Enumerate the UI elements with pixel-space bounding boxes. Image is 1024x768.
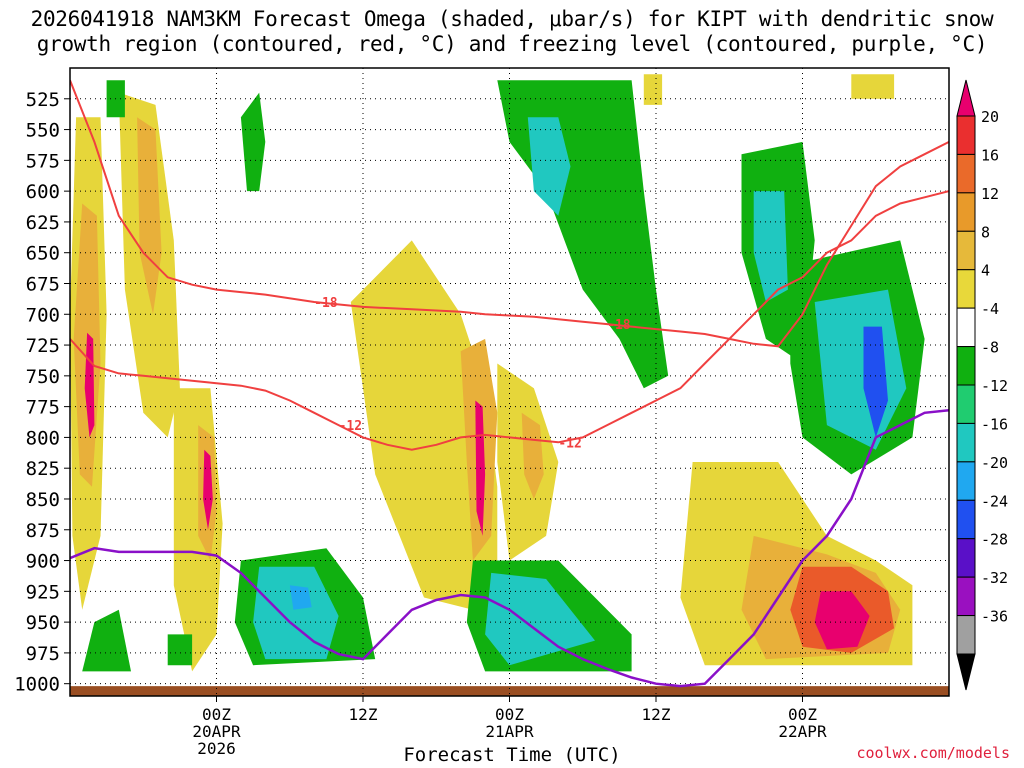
- colorbar-swatch: [956, 461, 976, 501]
- colorbar-label: 12: [981, 185, 999, 203]
- y-tick-label: 850: [26, 489, 60, 511]
- site-credit[interactable]: coolwx.com/models: [856, 744, 1010, 762]
- y-tick-label: 675: [26, 273, 60, 295]
- y-tick-label: 825: [26, 458, 60, 480]
- colorbar-label: -12: [981, 377, 1008, 395]
- colorbar-swatch: [956, 307, 976, 348]
- colorbar-label: 4: [981, 262, 990, 280]
- colorbar-swatch: [956, 153, 976, 194]
- omega-positive-region: [814, 591, 870, 650]
- omega-negative-region: [253, 566, 339, 660]
- dgz-contour-label: -18: [314, 296, 338, 311]
- dgz-contour-label: -18: [607, 318, 631, 333]
- dgz-contour-line: [70, 79, 949, 348]
- colorbar-label: -32: [981, 569, 1008, 587]
- omega-negative-region: [863, 326, 888, 438]
- x-tick-label: 12Z: [642, 705, 671, 724]
- colorbar-swatch: [956, 384, 976, 424]
- y-tick-label: 925: [26, 581, 60, 603]
- omega-positive-region: [643, 74, 663, 105]
- chart-title-line1: 2026041918 NAM3KM Forecast Omega (shaded…: [30, 7, 994, 31]
- y-tick-label: 600: [26, 181, 60, 203]
- x-tick-date: 21APR: [485, 722, 534, 741]
- y-tick-label: 775: [26, 397, 60, 419]
- x-tick-label: 00Z: [495, 705, 524, 724]
- chart-title-line2: growth region (contoured, red, °C) and f…: [36, 32, 988, 56]
- y-tick-label: 525: [26, 89, 60, 111]
- x-tick-date: 22APR: [778, 722, 827, 741]
- y-tick-label: 650: [26, 243, 60, 265]
- dgz-contour-line: [70, 190, 949, 451]
- y-tick-label: 575: [26, 150, 60, 172]
- colorbar-swatch: [956, 115, 976, 155]
- colorbar-label: 16: [981, 146, 999, 164]
- dgz-contour-label: -12: [339, 419, 362, 434]
- colorbar-label: 8: [981, 223, 990, 241]
- y-tick-label: 550: [26, 120, 60, 142]
- x-tick-label: 00Z: [202, 705, 231, 724]
- x-axis-label: Forecast Time (UTC): [403, 744, 621, 766]
- colorbar-label: 20: [981, 108, 999, 126]
- colorbar-label: -20: [981, 454, 1008, 472]
- colorbar-label: -16: [981, 415, 1008, 433]
- colorbar-swatch: [956, 346, 976, 386]
- y-tick-label: 750: [26, 366, 60, 388]
- colorbar-swatch: [956, 192, 976, 232]
- colorbar-swatch: [956, 230, 976, 271]
- ground-surface: [70, 686, 949, 696]
- colorbar-label: -24: [981, 492, 1008, 510]
- colorbar-label: -8: [981, 339, 999, 357]
- colorbar-label: -4: [981, 300, 999, 318]
- colorbar-swatch: [956, 269, 976, 309]
- dgz-contour-label: -12: [558, 436, 581, 451]
- x-tick-label: 12Z: [349, 705, 378, 724]
- colorbar-min-arrow: [956, 653, 976, 691]
- omega-negative-region: [167, 634, 193, 666]
- y-tick-label: 900: [26, 551, 60, 573]
- colorbar-swatch: [956, 615, 976, 655]
- y-tick-label: 1000: [14, 674, 60, 696]
- omega-positive-region: [851, 74, 895, 99]
- y-tick-label: 800: [26, 427, 60, 449]
- x-tick-label: 00Z: [788, 705, 817, 724]
- colorbar-swatch: [956, 499, 976, 540]
- omega-positive-region: [203, 449, 213, 530]
- omega-negative-region: [527, 117, 571, 216]
- freezing-level-line: [70, 409, 949, 688]
- x-tick-year: 2026: [197, 739, 236, 758]
- colorbar-swatch: [956, 422, 976, 463]
- colorbar-swatch: [956, 576, 976, 617]
- omega-negative-region: [82, 609, 131, 672]
- y-tick-label: 700: [26, 304, 60, 326]
- colorbar-swatch: [956, 538, 976, 578]
- omega-negative-region: [240, 92, 266, 192]
- omega-positive-region: [521, 412, 544, 499]
- y-tick-label: 625: [26, 212, 60, 234]
- y-tick-label: 950: [26, 612, 60, 634]
- omega-negative-region: [753, 191, 788, 302]
- colorbar-label: -28: [981, 531, 1008, 549]
- y-tick-label: 875: [26, 520, 60, 542]
- omega-negative-region: [485, 572, 595, 666]
- omega-positive-region: [350, 240, 498, 610]
- colorbar-max-arrow: [956, 79, 976, 117]
- y-tick-label: 975: [26, 643, 60, 665]
- x-tick-date: 20APR: [192, 722, 241, 741]
- colorbar-label: -36: [981, 608, 1008, 626]
- y-tick-label: 725: [26, 335, 60, 357]
